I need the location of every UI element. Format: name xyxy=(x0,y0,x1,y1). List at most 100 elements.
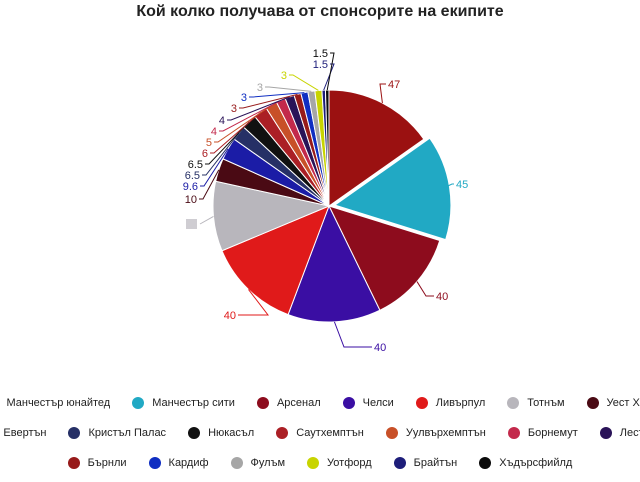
slice-4[interactable] xyxy=(287,204,381,323)
legend-swatch-icon xyxy=(307,457,320,469)
legend-swatch-icon xyxy=(68,427,81,439)
legend-label: Хъдърсфийлд xyxy=(499,457,573,469)
legend-label: Кардиф xyxy=(168,457,209,469)
legend-swatch-icon xyxy=(586,397,599,409)
data-label: 1.5 xyxy=(313,48,328,60)
legend-swatch-icon xyxy=(599,427,612,439)
data-label: 10 xyxy=(185,194,197,206)
legend-label: Борнемут xyxy=(527,427,578,439)
legend-item[interactable]: Кардиф xyxy=(148,457,209,469)
legend-item[interactable]: Евертън xyxy=(0,427,46,439)
data-label: 3 xyxy=(257,82,263,94)
label-leader xyxy=(265,86,312,92)
label-leader xyxy=(199,169,220,200)
data-label: 47 xyxy=(388,79,400,91)
legend-label: Фулъм xyxy=(250,457,286,469)
label-leader xyxy=(333,321,372,348)
legend-item[interactable]: Хъдърсфийлд xyxy=(479,457,572,469)
legend-row: Евертън Кристъл Палас Нюкасъл Саутхемптън Уу… xyxy=(0,422,640,444)
data-label: 5 xyxy=(206,137,212,149)
legend-item[interactable]: Брайтън xyxy=(393,457,458,469)
label-leader xyxy=(323,63,335,91)
slice-2[interactable] xyxy=(333,137,452,241)
data-label: 4 xyxy=(219,115,225,127)
label-leader xyxy=(227,96,290,121)
legend-item[interactable]: Уест Хем xyxy=(586,397,640,409)
legend-swatch-icon xyxy=(148,457,161,469)
legend-item[interactable]: Нюкасъл xyxy=(188,427,254,439)
legend-swatch-icon xyxy=(415,397,428,409)
data-label: 9.6 xyxy=(183,181,198,193)
label-leader xyxy=(205,121,250,165)
legend-swatch-icon xyxy=(256,397,269,409)
legend-item[interactable]: Фулъм xyxy=(230,457,286,469)
legend-label: Брайтън xyxy=(413,457,458,469)
data-label: 6.5 xyxy=(188,159,203,171)
legend-item[interactable]: Тотнъм xyxy=(507,397,565,409)
legend-swatch-icon xyxy=(507,427,520,439)
legend-label: Уулвърхемптън xyxy=(405,427,486,439)
label-leader xyxy=(379,83,386,104)
legend-label: Саутхемптън xyxy=(296,427,364,439)
legend-item[interactable]: Кристъл Палас xyxy=(68,427,166,439)
legend-item[interactable]: Челси xyxy=(342,397,394,409)
legend-label: Уест Хем xyxy=(606,397,640,409)
data-label: 6.5 xyxy=(185,170,200,182)
legend-swatch-icon xyxy=(342,397,355,409)
data-label: 3 xyxy=(241,92,247,104)
legend-row: Манчестър юнайтед Манчестър сити Арсенал Че… xyxy=(0,392,640,414)
data-label: 6 xyxy=(202,148,208,160)
data-label: 45 xyxy=(456,179,468,191)
legend-item[interactable]: Ливърпул xyxy=(415,397,486,409)
legend-item[interactable]: Лестър xyxy=(599,427,640,439)
label-leader xyxy=(416,281,434,297)
legend-label: Ливърпул xyxy=(435,397,486,409)
chart-title: Кой колко получава от спонсорите на екип… xyxy=(136,3,504,20)
legend-swatch-icon xyxy=(385,427,398,439)
label-leader xyxy=(443,183,454,189)
label-leader xyxy=(249,92,305,98)
legend-item[interactable]: Арсенал xyxy=(256,397,321,409)
label-leader xyxy=(210,111,261,154)
legend-item[interactable]: Саутхемптън xyxy=(276,427,364,439)
legend-label: Манчестър сити xyxy=(152,397,235,409)
legend-item[interactable]: Манчестър сити xyxy=(132,397,235,409)
legend-item[interactable]: Манчестър юнайтед xyxy=(0,397,110,409)
legend-swatch-icon xyxy=(393,457,406,469)
legend-swatch-icon xyxy=(230,457,243,469)
data-label: 40 xyxy=(374,342,386,354)
legend-item[interactable]: Бърнли xyxy=(67,457,127,469)
label-leader xyxy=(200,148,229,187)
slice-1[interactable] xyxy=(328,89,425,207)
data-label: 1.5 xyxy=(313,59,328,71)
legend-label: Бърнли xyxy=(87,457,127,469)
legend-item[interactable]: Уулвърхемптън xyxy=(385,427,486,439)
legend-label: Евертън xyxy=(3,427,47,439)
legend-swatch-icon xyxy=(67,457,80,469)
label-leader xyxy=(326,52,335,91)
slice-5[interactable] xyxy=(221,205,330,316)
legend-item[interactable]: Уотфорд xyxy=(307,457,372,469)
legend-swatch-icon xyxy=(479,457,492,469)
label-leader xyxy=(202,132,240,176)
legend-label: Нюкасъл xyxy=(208,427,255,439)
label-leader xyxy=(199,216,214,225)
legend-label: Манчестър юнайтед xyxy=(6,397,111,409)
legend-label: Челси xyxy=(362,397,394,409)
legend-label: Кристъл Палас xyxy=(88,427,167,439)
label-leader xyxy=(289,74,319,91)
slice-3[interactable] xyxy=(328,205,441,311)
legend-swatch-icon xyxy=(276,427,289,439)
data-label: 4 xyxy=(211,126,217,138)
label-leader xyxy=(219,100,282,132)
chart-legend: Манчестър юнайтед Манчестър сити Арсенал Че… xyxy=(0,392,640,482)
legend-item[interactable]: Борнемут xyxy=(507,427,578,439)
legend-row: Бърнли Кардиф Фулъм Уотфорд Брайтън Хъдърсфий… xyxy=(0,452,640,474)
legend-swatch-icon xyxy=(507,397,520,409)
data-label xyxy=(186,219,197,229)
label-leader xyxy=(214,104,272,143)
data-label: 3 xyxy=(281,70,287,82)
label-leader xyxy=(238,289,270,316)
label-leader xyxy=(239,93,298,109)
